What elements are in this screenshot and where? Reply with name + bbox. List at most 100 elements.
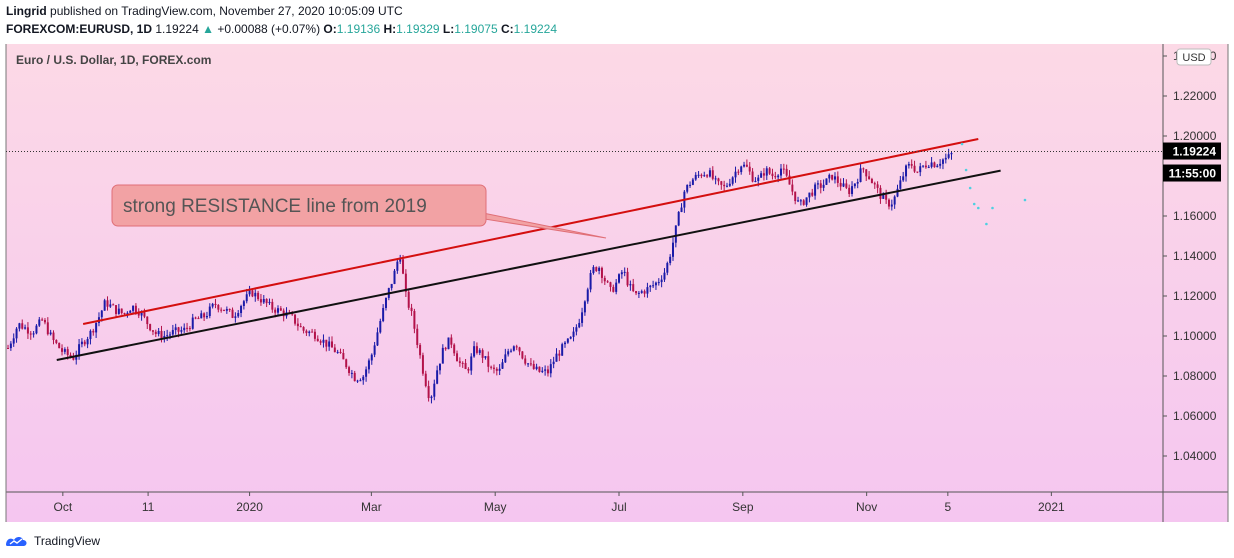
candle-body [870, 178, 873, 184]
candle-body [569, 336, 572, 339]
candle-body [427, 386, 430, 399]
candle-body [524, 358, 527, 364]
candle-body [905, 165, 908, 177]
candle-body [396, 261, 399, 271]
candle-body [223, 309, 226, 311]
forecast-dot [960, 142, 964, 146]
candle-body [180, 330, 183, 332]
candle-body [89, 330, 92, 340]
tradingview-branding[interactable]: TradingView [4, 531, 100, 551]
candle-body [876, 184, 879, 188]
candle-body [794, 191, 797, 202]
x-tick-label: Nov [856, 500, 877, 514]
candle-body [115, 305, 118, 314]
candle-body [564, 342, 567, 345]
candle-body [629, 284, 632, 286]
candle-body [893, 196, 896, 205]
forecast-dot [972, 202, 976, 206]
candle-body [515, 346, 518, 348]
candle-body [203, 313, 206, 318]
candle-body [603, 277, 606, 282]
candle-body [760, 173, 763, 178]
candle-body [205, 316, 208, 318]
support-trendline[interactable] [56, 169, 1001, 361]
candle-body [788, 175, 791, 185]
candle-body [348, 367, 351, 373]
low-value: 1.19075 [454, 22, 498, 36]
candle-body [43, 320, 46, 323]
candle-body [879, 187, 882, 199]
candle-body [339, 351, 342, 354]
candle-body [80, 341, 83, 345]
candle-body [376, 332, 379, 346]
candle-body [544, 369, 547, 371]
candle-body [859, 168, 862, 182]
candle-body [762, 173, 765, 176]
candle-body [61, 348, 64, 352]
candle-body [83, 341, 86, 345]
candle-body [606, 281, 609, 283]
candle-body [919, 166, 922, 173]
forecast-dot [968, 186, 972, 190]
candle-body [271, 301, 274, 310]
candle-body [666, 263, 669, 273]
candle-body [268, 301, 271, 304]
candle-body [555, 353, 558, 362]
currency-badge[interactable]: USD [1176, 48, 1212, 66]
candle-body [552, 361, 555, 365]
candle-body [902, 176, 905, 181]
candle-body [214, 303, 217, 305]
candle-body [626, 271, 629, 286]
candle-body [100, 310, 103, 318]
open-label: O: [323, 22, 337, 36]
candle-body [728, 183, 731, 186]
candle-body [589, 273, 592, 290]
candle-body [225, 309, 228, 311]
candle-body [186, 327, 189, 329]
candle-body [672, 242, 675, 257]
candle-body [171, 330, 174, 335]
candle-body [640, 291, 643, 293]
candle-body [819, 183, 822, 188]
candle-body [137, 312, 140, 316]
candle-body [512, 346, 515, 351]
candle-body [885, 194, 888, 200]
candle-body [276, 308, 279, 313]
candle-body [149, 324, 152, 331]
candle-body [586, 289, 589, 302]
candle-body [680, 207, 683, 212]
candle-body [197, 318, 200, 320]
candle-body [140, 312, 143, 316]
candle-body [797, 200, 800, 202]
candle-body [234, 316, 237, 318]
candle-body [649, 285, 652, 288]
candle-body [421, 355, 424, 374]
candle-body [484, 356, 487, 358]
candle-body [453, 344, 456, 354]
candle-body [95, 322, 98, 333]
price-chart[interactable]: Euro / U.S. Dollar, 1D, FOREX.com 1.2400… [0, 44, 1234, 522]
resistance-trendline[interactable] [82, 138, 979, 325]
annotation-callout[interactable]: strong RESISTANCE line from 2019 [111, 184, 607, 239]
candle-body [365, 369, 368, 377]
candle-body [862, 168, 865, 170]
candle-body [41, 319, 44, 321]
candle-body [791, 184, 794, 192]
y-tick-label: 1.22000 [1173, 89, 1217, 103]
candle-body [311, 331, 314, 333]
candle-body [63, 349, 66, 352]
candle-body [848, 187, 851, 194]
candle-body [200, 313, 203, 319]
candle-body [333, 347, 336, 353]
candle-body [743, 164, 746, 167]
candle-body [572, 331, 575, 337]
chart-title: Euro / U.S. Dollar, 1D, FOREX.com [16, 53, 211, 67]
current-price-value: 1.19224 [1173, 145, 1217, 159]
candle-body [833, 176, 836, 180]
candle-body [774, 176, 777, 178]
candle-body [600, 267, 603, 278]
candle-body [319, 341, 322, 343]
candle-body [382, 307, 385, 322]
candle-body [899, 180, 902, 189]
candle-body [15, 328, 18, 339]
